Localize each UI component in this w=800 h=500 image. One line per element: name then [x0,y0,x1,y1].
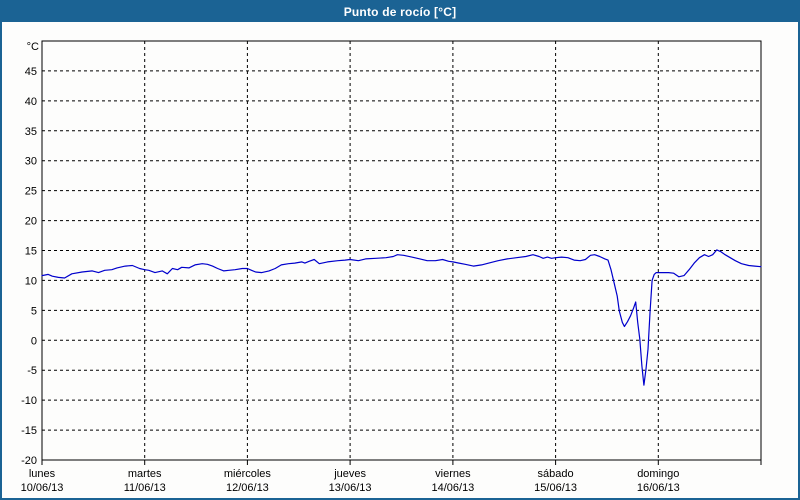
title-bar: Punto de rocío [°C] [2,2,798,22]
x-weekday-label: lunes [29,468,56,480]
y-tick-label: -20 [21,455,37,467]
x-date-label: 11/06/13 [124,482,166,494]
y-tick-label: 0 [31,335,37,347]
y-tick-label: -5 [27,365,37,377]
plot-frame [41,40,762,461]
x-weekday-label: viernes [435,468,471,480]
x-date-label: 12/06/13 [226,482,269,494]
y-tick-label: 30 [25,156,37,168]
y-tick-label: -10 [21,395,37,407]
y-tick-label: -15 [21,425,37,437]
x-date-label: 14/06/13 [431,482,474,494]
x-weekday-label: sábado [538,468,574,480]
x-weekday-label: miércoles [224,468,272,480]
y-tick-label: 15 [25,246,37,258]
x-weekday-label: jueves [333,468,366,480]
x-date-label: 15/06/13 [534,482,577,494]
x-date-label: 10/06/13 [21,482,64,494]
y-tick-label: 35 [25,126,37,138]
x-date-label: 13/06/13 [329,482,372,494]
x-weekday-label: martes [128,468,162,480]
x-date-label: 16/06/13 [637,482,680,494]
y-tick-label: 25 [25,186,37,198]
dewpoint-line-chart: 45 40 35 30 25 20 15 10 5 0 -5 -10 -15 -20 °C lunes 10/0… [21,40,762,494]
y-tick-label: 20 [25,216,37,228]
chart-panel: 45 40 35 30 25 20 15 10 5 0 -5 -10 -15 -20 °C lunes 10/0… [2,22,798,498]
y-axis-unit-label: °C [27,41,39,53]
y-tick-label: 40 [25,96,37,108]
dewpoint-series-line [41,249,762,386]
x-weekday-label: domingo [637,468,679,480]
y-tick-label: 5 [31,305,37,317]
y-tick-label: 10 [25,275,37,287]
y-tick-label: 45 [25,66,37,78]
chart-title: Punto de rocío [°C] [343,5,457,19]
